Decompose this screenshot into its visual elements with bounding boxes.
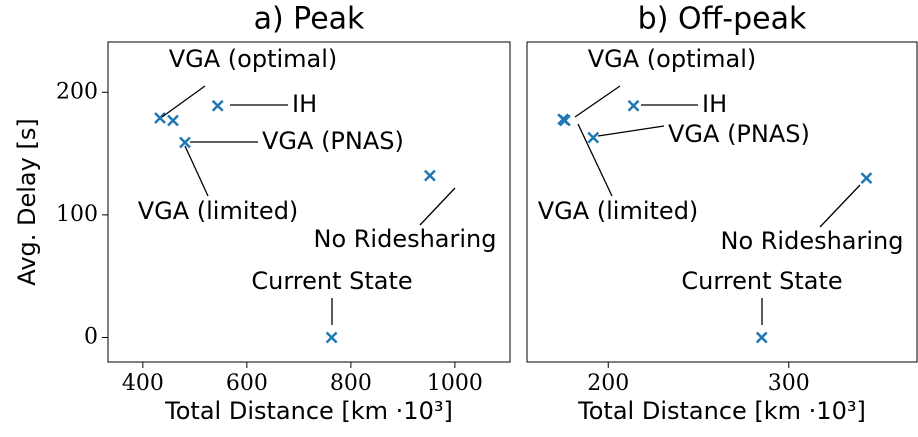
annotation: VGA (optimal) <box>169 45 338 73</box>
point <box>627 99 640 112</box>
point <box>587 131 600 144</box>
point <box>424 169 436 182</box>
annotation-line <box>161 85 206 118</box>
annotation-line <box>577 123 613 197</box>
annotation: VGA (optimal) <box>588 45 757 73</box>
annotation-line <box>184 145 209 197</box>
y-tick-label: 100 <box>56 202 98 227</box>
annotation: No Ridesharing <box>720 227 903 255</box>
point <box>325 331 338 344</box>
x-axis-label: Total Distance [km ·10³] <box>164 397 453 425</box>
point <box>179 136 191 149</box>
annotation: IH <box>292 90 317 118</box>
annotation: VGA (limited) <box>538 197 699 225</box>
annotation: No Ridesharing <box>313 225 496 253</box>
annotation: VGA (limited) <box>138 197 299 225</box>
y-tick-label: 200 <box>56 79 98 104</box>
annotation-line <box>819 184 861 228</box>
point <box>154 112 166 124</box>
annotation: Current State <box>681 267 842 295</box>
x-tick-label: 200 <box>587 371 629 396</box>
annotation: VGA (PNAS) <box>668 120 810 148</box>
chart-title: a) Peak <box>254 2 365 37</box>
point <box>559 114 571 127</box>
annotation: IH <box>702 90 727 118</box>
point <box>755 331 768 344</box>
annotation: Current State <box>251 267 412 295</box>
point <box>211 99 224 112</box>
point <box>860 172 873 184</box>
chart-title: b) Off-peak <box>638 2 807 37</box>
annotation-line <box>419 187 456 226</box>
x-tick-label: 400 <box>122 371 164 396</box>
x-tick-label: 600 <box>226 371 268 396</box>
axes-frame <box>526 41 918 363</box>
annotation-line <box>597 125 665 137</box>
x-tick-label: 800 <box>330 371 372 396</box>
annotation: VGA (PNAS) <box>262 127 404 155</box>
axes-frame <box>107 41 511 363</box>
point <box>167 114 179 127</box>
x-axis-label: Total Distance [km ·10³] <box>577 397 866 425</box>
x-tick-label: 300 <box>768 371 810 396</box>
y-tick-label: 0 <box>84 324 98 349</box>
annotation-line <box>574 85 621 118</box>
x-tick-label: 1000 <box>427 371 483 396</box>
y-axis-label: Avg. Delay [s] <box>13 118 41 285</box>
